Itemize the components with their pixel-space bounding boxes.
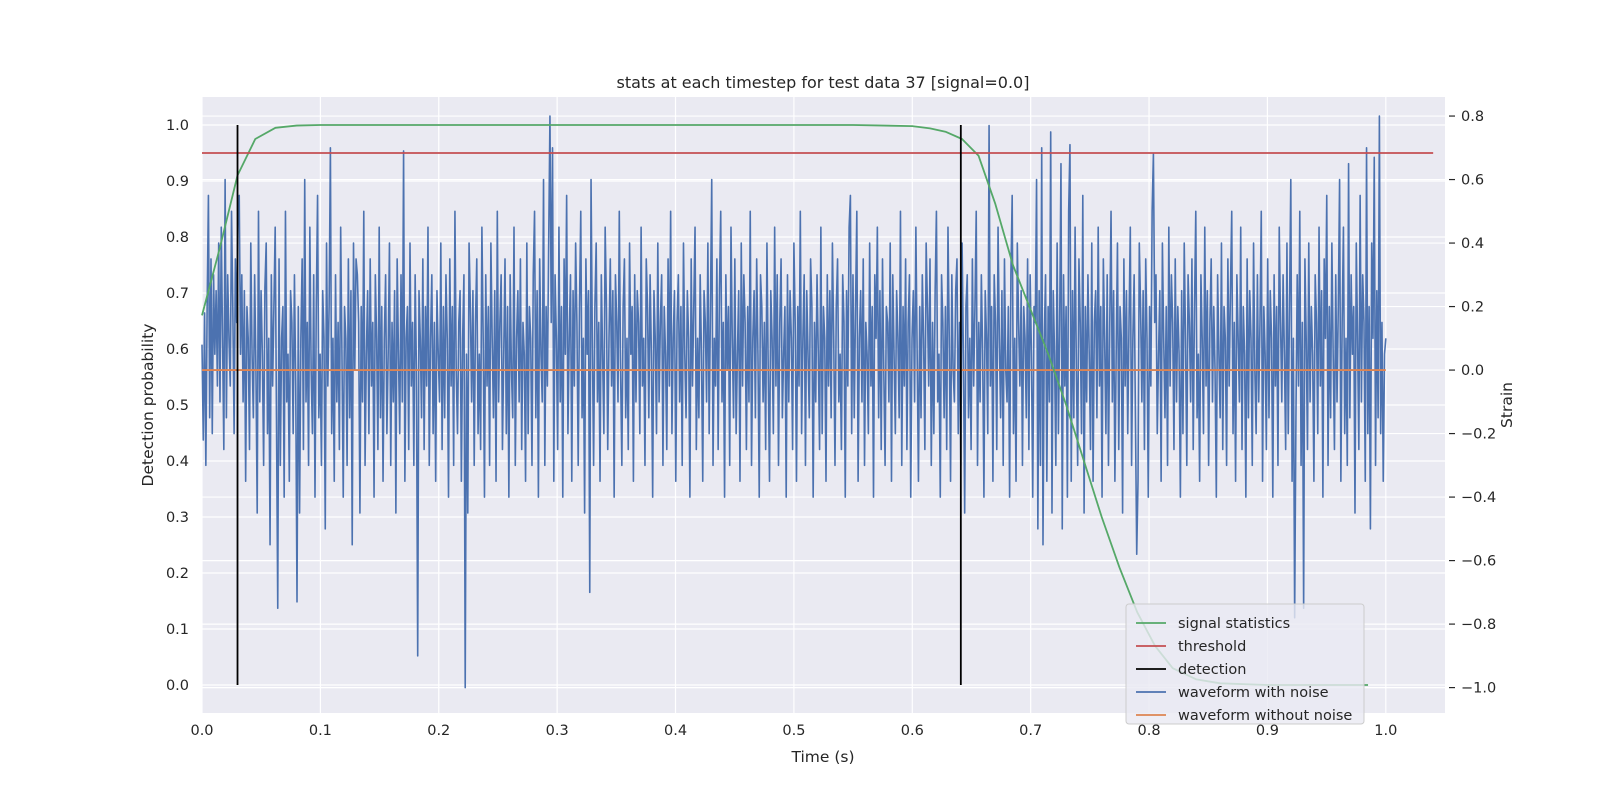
x-tick-label: 0.7 [1019,723,1042,739]
y-left-tick-label: 0.9 [166,174,189,190]
x-tick-label: 0.1 [309,723,332,739]
x-tick-label: 0.2 [427,723,450,739]
y-left-tick-label: 0.5 [166,398,189,414]
y-left-tick-label: 0.8 [166,230,189,246]
y-left-tick-label: 0.7 [166,286,189,302]
y-right-tick-label: −1.0 [1461,681,1496,697]
x-tick-label: 0.5 [782,723,805,739]
y-left-axis-label: Detection probability [139,324,157,487]
x-tick-label: 0.9 [1256,723,1279,739]
y-right-tick-label: −0.6 [1461,554,1496,570]
y-left-tick-label: 0.4 [166,454,189,470]
series-waveform-with-noise [201,115,1387,689]
x-tick-label: 0.4 [664,723,687,739]
x-axis-ticks: 0.0 0.1 0.2 0.3 0.4 0.5 0.6 0.7 0.8 0.9 1.0 [190,723,1397,739]
y-left-tick-label: 0.6 [166,342,189,358]
legend-entry: detection [1178,662,1246,678]
y-right-tick-label: 0.2 [1461,300,1484,316]
x-axis-label: Time (s) [790,748,854,766]
x-tick-label: 1.0 [1374,723,1397,739]
legend-entry: waveform without noise [1178,708,1352,724]
legend-entry: threshold [1178,639,1246,655]
legend: signal statistics threshold detection wavef… [1125,603,1365,725]
y-right-tick-label: 0.8 [1461,109,1484,125]
y-right-axis-ticks: −1.0 −0.8 −0.6 −0.4 −0.2 0.0 0.2 0.4 0.6 0.8 [1449,109,1496,697]
y-right-tick-label: 0.4 [1461,236,1484,252]
x-tick-label: 0.3 [546,723,569,739]
y-left-tick-label: 0.2 [166,566,189,582]
y-right-tick-label: −0.8 [1461,617,1496,633]
y-right-tick-label: −0.4 [1461,490,1496,506]
x-tick-label: 0.0 [190,723,213,739]
y-right-tick-label: 0.0 [1461,363,1484,379]
y-left-tick-label: 1.0 [166,118,189,134]
y-left-tick-label: 0.3 [166,510,189,526]
legend-box [1125,603,1365,725]
chart-title: stats at each timestep for test data 37 … [617,73,1030,92]
x-tick-label: 0.8 [1138,723,1161,739]
y-left-tick-label: 0.0 [166,678,189,694]
x-tick-label: 0.6 [901,723,924,739]
legend-entry: signal statistics [1178,616,1290,632]
y-left-axis-ticks: 0.0 0.1 0.2 0.3 0.4 0.5 0.6 0.7 0.8 0.9 1.0 [166,118,189,694]
y-right-tick-label: 0.6 [1461,173,1484,189]
y-right-axis-label: Strain [1498,382,1516,428]
legend-entry: waveform with noise [1178,685,1329,701]
y-left-tick-label: 0.1 [166,622,189,638]
y-right-tick-label: −0.2 [1461,427,1496,443]
